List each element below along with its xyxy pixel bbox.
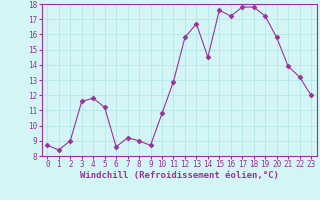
X-axis label: Windchill (Refroidissement éolien,°C): Windchill (Refroidissement éolien,°C) xyxy=(80,171,279,180)
